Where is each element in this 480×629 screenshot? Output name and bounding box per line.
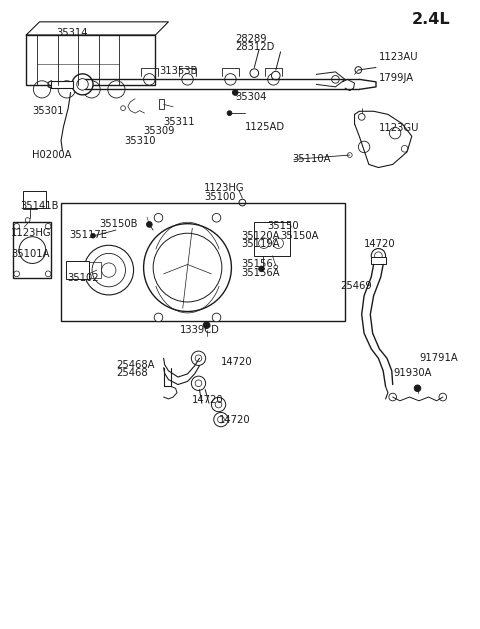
- Bar: [254, 222, 290, 256]
- Bar: [51, 81, 73, 88]
- Circle shape: [414, 385, 421, 392]
- Circle shape: [182, 74, 193, 85]
- Text: 35156A: 35156A: [241, 268, 280, 278]
- Text: 35304: 35304: [235, 92, 266, 102]
- Text: 1123GU: 1123GU: [378, 123, 419, 133]
- Text: 25469: 25469: [340, 281, 372, 291]
- Text: H0200A: H0200A: [33, 150, 72, 160]
- Text: 35119A: 35119A: [241, 240, 280, 250]
- Circle shape: [232, 90, 238, 96]
- Bar: [13, 222, 51, 278]
- Text: 35314: 35314: [56, 28, 88, 38]
- Text: 2.4L: 2.4L: [412, 12, 450, 27]
- Text: 35141B: 35141B: [21, 201, 59, 211]
- Bar: [89, 262, 101, 278]
- Bar: [23, 191, 46, 208]
- Circle shape: [225, 74, 236, 85]
- Text: 1125AD: 1125AD: [245, 122, 285, 132]
- Text: 35309: 35309: [144, 126, 175, 136]
- Text: 1799JA: 1799JA: [378, 73, 413, 83]
- Text: 1123AU: 1123AU: [378, 52, 418, 62]
- Circle shape: [259, 266, 264, 272]
- Circle shape: [227, 111, 232, 116]
- Circle shape: [84, 245, 133, 295]
- Text: 35150B: 35150B: [99, 219, 138, 229]
- Circle shape: [91, 233, 96, 238]
- Bar: [371, 257, 385, 264]
- Text: 35150: 35150: [268, 221, 300, 231]
- Circle shape: [211, 398, 226, 412]
- Circle shape: [212, 213, 221, 222]
- Text: 1123HG: 1123HG: [11, 228, 51, 238]
- Text: 35150A: 35150A: [281, 231, 319, 241]
- Circle shape: [192, 351, 205, 365]
- Bar: [26, 35, 155, 85]
- Text: 1123HG: 1123HG: [204, 183, 245, 193]
- Text: 31353B: 31353B: [159, 65, 197, 75]
- Circle shape: [192, 376, 205, 391]
- Circle shape: [371, 248, 385, 263]
- Circle shape: [332, 75, 339, 83]
- Text: 14720: 14720: [192, 394, 224, 404]
- Circle shape: [72, 74, 93, 95]
- Text: 14720: 14720: [221, 357, 252, 367]
- Bar: [61, 203, 345, 321]
- Circle shape: [203, 322, 210, 328]
- Bar: [159, 99, 164, 109]
- Circle shape: [144, 74, 155, 85]
- Circle shape: [146, 221, 152, 227]
- Text: 35100: 35100: [204, 192, 236, 202]
- Text: 35117E: 35117E: [69, 230, 107, 240]
- Circle shape: [250, 69, 259, 77]
- Text: 35301: 35301: [33, 106, 64, 116]
- Circle shape: [272, 71, 280, 80]
- Text: 28289: 28289: [235, 35, 267, 44]
- Text: 35110A: 35110A: [292, 154, 331, 164]
- Text: 14720: 14720: [364, 240, 396, 250]
- Text: 1339CD: 1339CD: [180, 325, 220, 335]
- Text: 35311: 35311: [164, 117, 195, 127]
- Circle shape: [212, 313, 221, 321]
- Text: 35310: 35310: [124, 136, 156, 146]
- Text: 35120A: 35120A: [241, 231, 280, 241]
- Circle shape: [214, 413, 228, 426]
- Text: 35101A: 35101A: [11, 250, 49, 260]
- Text: 35156: 35156: [241, 260, 273, 269]
- Text: 35102: 35102: [67, 273, 99, 283]
- Circle shape: [154, 213, 163, 222]
- Text: 91930A: 91930A: [394, 369, 432, 378]
- Circle shape: [268, 74, 279, 85]
- Bar: [66, 260, 89, 279]
- Text: 14720: 14720: [218, 415, 250, 425]
- Circle shape: [144, 224, 231, 311]
- Text: 25468A: 25468A: [116, 360, 155, 369]
- Text: 91791A: 91791A: [419, 353, 458, 364]
- Text: 28312D: 28312D: [235, 43, 275, 52]
- Text: 25468: 25468: [116, 369, 147, 378]
- Circle shape: [154, 313, 163, 321]
